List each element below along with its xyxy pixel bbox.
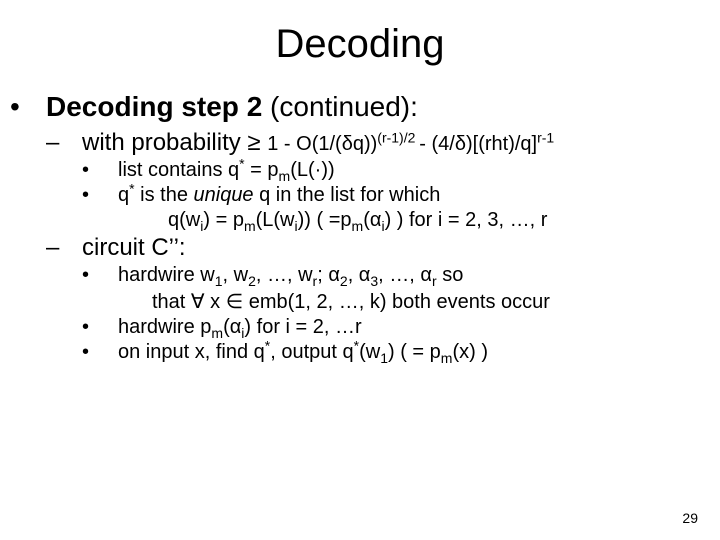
- hw1-a: hardwire w: [118, 264, 215, 286]
- lc-sub-m: m: [279, 168, 291, 184]
- hw3-e: (x) ): [452, 341, 488, 363]
- hw1-e: , α: [348, 264, 371, 286]
- unique-q-cont: q(wi) = pm(L(wi)) ( =pm(αi) ) for i = 2,…: [168, 209, 692, 232]
- uq-b: is the: [135, 184, 194, 206]
- hw2-b: (α: [223, 316, 241, 338]
- hw3-d: ) ( = p: [388, 341, 441, 363]
- uqc-b: ) = p: [203, 209, 244, 231]
- slide: Decoding • Decoding step 2 (continued): …: [0, 0, 720, 540]
- prob-lead: with probability ≥: [82, 129, 267, 156]
- hw1-s2: 2: [248, 273, 256, 289]
- uqc-e: (α: [363, 209, 381, 231]
- uqc-m1: m: [244, 218, 256, 234]
- lc-b: = p: [245, 159, 279, 181]
- list-contains: • list contains q* = pm(L(·)): [100, 159, 692, 182]
- hw1-f: , …, α: [378, 264, 432, 286]
- step-heading: • Decoding step 2 (continued):: [28, 91, 692, 123]
- hw3-b: , output q: [270, 341, 353, 363]
- uq-c: q in the list for which: [254, 184, 441, 206]
- step-head-bold: Decoding step 2: [46, 91, 262, 122]
- page-number: 29: [682, 510, 698, 526]
- uqc-f: ) ) for i = 2, 3, …, r: [385, 209, 548, 231]
- hw2-m: m: [211, 325, 223, 341]
- unique-q: • q* is the unique q in the list for whi…: [100, 184, 692, 207]
- hardwire-pm: • hardwire pm(αi) for i = 2, …r: [100, 316, 692, 339]
- uqc-c: (L(w: [256, 209, 295, 231]
- prob-expr-a: 1 - O(1/(δq)): [267, 133, 377, 155]
- lc-a: list contains q: [118, 159, 239, 181]
- hw3-m: m: [441, 350, 453, 366]
- hw2-a: hardwire p: [118, 316, 211, 338]
- circuit-text: circuit C’’:: [82, 234, 186, 261]
- uqc-d: )) ( =p: [298, 209, 352, 231]
- lc-c: (L(·)): [290, 159, 334, 181]
- hw1-b: , w: [223, 264, 249, 286]
- prob-expr-b: - (4/δ)[(rht)/q]: [419, 133, 537, 155]
- hw1-s1: 1: [215, 273, 223, 289]
- uq-a: q: [118, 184, 129, 206]
- hw3-a: on input x, find q: [118, 341, 265, 363]
- hw1-s2b: 2: [340, 273, 348, 289]
- hw2-c: ) for i = 2, …r: [244, 316, 361, 338]
- probability-line: – with probability ≥ 1 - O(1/(δq))(r-1)/…: [64, 129, 692, 157]
- hw1-s3: 3: [370, 273, 378, 289]
- circuit-line: – circuit C’’:: [64, 234, 692, 262]
- hardwire-w: • hardwire w1, w2, …, wr; α2, α3, …, αr …: [100, 264, 692, 287]
- hw3-c: (w: [359, 341, 380, 363]
- hw1-d: ; α: [317, 264, 340, 286]
- uq-unique: unique: [194, 184, 254, 206]
- step-tail: (continued):: [262, 91, 418, 122]
- prob-expr-sup2: r-1: [537, 129, 554, 145]
- prob-expr-sup1: (r-1)/2: [377, 129, 419, 145]
- hw3-s1: 1: [380, 350, 388, 366]
- slide-title: Decoding: [28, 22, 692, 67]
- hw1-g: so: [437, 264, 464, 286]
- uqc-a: q(w: [168, 209, 200, 231]
- on-input: • on input x, find q*, output q*(w1) ( =…: [100, 341, 692, 364]
- hardwire-w-cont: that ∀ x ∈ emb(1, 2, …, k) both events o…: [152, 289, 692, 314]
- uqc-m2: m: [352, 218, 364, 234]
- hw1-c: , …, w: [256, 264, 313, 286]
